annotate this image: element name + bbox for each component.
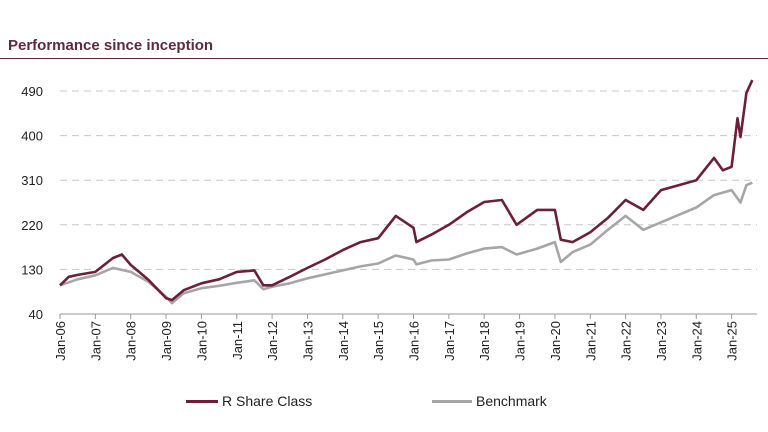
x-tick-label: Jan-25 bbox=[725, 321, 740, 361]
legend-label: R Share Class bbox=[222, 393, 313, 409]
x-tick-label: Jan-08 bbox=[124, 321, 139, 361]
x-tick-label: Jan-16 bbox=[407, 321, 422, 361]
y-tick-label: 310 bbox=[21, 173, 43, 188]
title-divider bbox=[0, 58, 768, 59]
x-tick-label: Jan-24 bbox=[689, 321, 704, 361]
x-tick-label: Jan-23 bbox=[654, 321, 669, 361]
legend-item-benchmark: Benchmark bbox=[432, 393, 547, 409]
x-tick-label: Jan-10 bbox=[194, 321, 209, 361]
x-tick-label: Jan-21 bbox=[583, 321, 598, 361]
series-line-benchmark bbox=[59, 181, 753, 305]
series-line-r-share-class bbox=[59, 79, 754, 302]
x-tick-label: Jan-13 bbox=[300, 321, 315, 361]
legend-item-r-share-class: R Share Class bbox=[186, 393, 312, 409]
y-tick-label: 40 bbox=[29, 307, 43, 322]
x-tick-label: Jan-15 bbox=[371, 321, 386, 361]
x-tick-label: Jan-07 bbox=[88, 321, 103, 361]
x-tick-label: Jan-14 bbox=[336, 321, 351, 361]
x-tick-label: Jan-09 bbox=[159, 321, 174, 361]
x-tick-label: Jan-20 bbox=[548, 321, 563, 361]
x-tick-label: Jan-12 bbox=[265, 321, 280, 361]
legend-swatch bbox=[186, 399, 218, 403]
y-tick-label: 130 bbox=[21, 262, 43, 277]
chart-title: Performance since inception bbox=[8, 37, 214, 54]
legend-label: Benchmark bbox=[476, 393, 547, 409]
x-tick-label: Jan-19 bbox=[513, 321, 528, 361]
y-tick-label: 400 bbox=[21, 129, 43, 144]
x-tick-label: Jan-22 bbox=[619, 321, 634, 361]
x-tick-label: Jan-17 bbox=[442, 321, 457, 361]
y-tick-label: 220 bbox=[21, 218, 43, 233]
legend-swatch bbox=[432, 399, 472, 403]
x-tick-label: Jan-06 bbox=[53, 321, 68, 361]
y-tick-label: 490 bbox=[21, 84, 43, 99]
x-tick-label: Jan-11 bbox=[230, 321, 245, 360]
x-tick-label: Jan-18 bbox=[477, 321, 492, 361]
